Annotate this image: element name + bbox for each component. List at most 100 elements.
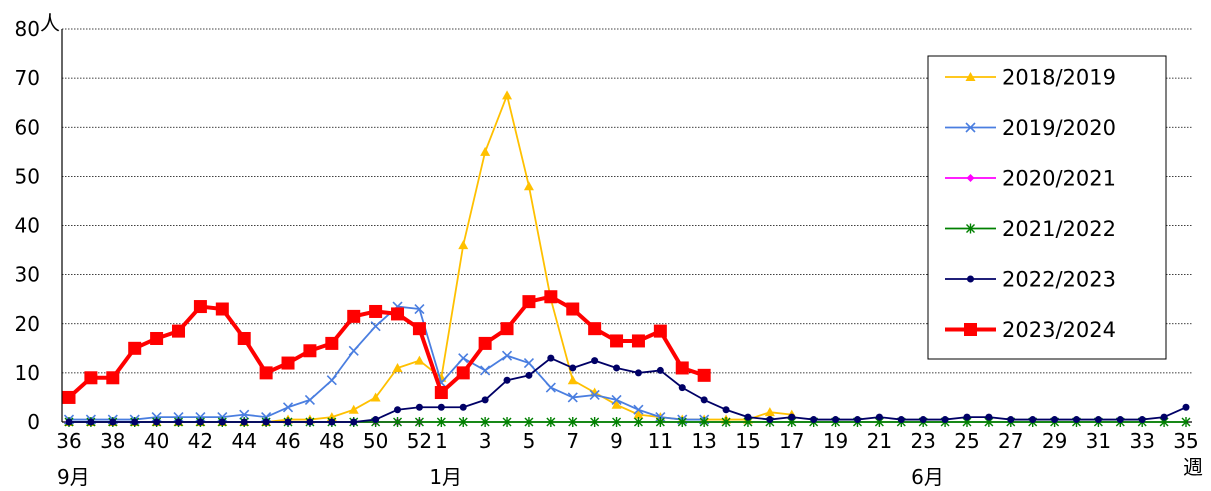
month-label: 6月	[911, 465, 944, 489]
legend: 2018/2019 2019/2020 2020/2021 2021/2022 2022…	[927, 55, 1167, 360]
marker-square	[150, 331, 164, 345]
marker-x	[480, 365, 491, 376]
marker-circle	[967, 275, 974, 283]
legend-entry: 2022/2023	[945, 268, 1116, 292]
marker-x	[611, 394, 622, 405]
x-tick-label: 35	[1173, 429, 1198, 453]
series-2019-2020	[63, 301, 710, 425]
marker-square	[610, 334, 624, 348]
marker-star	[1181, 417, 1191, 427]
marker-square	[544, 290, 558, 304]
marker-square	[193, 300, 207, 314]
series-layer	[62, 90, 1191, 427]
marker-square	[128, 341, 142, 355]
marker-circle	[415, 403, 423, 411]
marker-square	[303, 344, 317, 358]
marker-circle	[175, 418, 183, 426]
marker-triangle	[965, 72, 976, 81]
x-tick-label: 42	[188, 429, 213, 453]
marker-x-stroke	[589, 389, 600, 401]
marker-star	[633, 417, 643, 427]
marker-circle	[109, 418, 117, 426]
marker-x	[501, 350, 513, 361]
marker-star	[436, 417, 446, 427]
marker-circle	[810, 416, 818, 424]
marker-circle	[875, 413, 883, 421]
marker-x-stroke	[501, 350, 513, 361]
marker-circle	[569, 364, 577, 372]
marker-square	[675, 361, 689, 375]
marker-circle	[153, 418, 161, 426]
marker-circle	[788, 413, 796, 421]
marker-x	[326, 375, 337, 386]
series-line	[69, 305, 705, 421]
marker-square	[281, 356, 295, 370]
marker-x	[567, 392, 578, 403]
marker-star	[480, 417, 490, 427]
marker-circle	[437, 403, 445, 411]
marker-circle	[1138, 416, 1146, 424]
y-tick-label: 30	[15, 263, 40, 287]
marker-x-stroke	[567, 392, 578, 403]
marker-circle	[240, 418, 248, 426]
x-tick-label: 29	[1042, 429, 1067, 453]
legend-label: 2021/2022	[1002, 217, 1116, 241]
marker-circle	[634, 369, 642, 377]
x-tick-label: 27	[998, 429, 1023, 453]
marker-square	[566, 302, 580, 316]
y-tick-label: 50	[15, 164, 40, 188]
marker-triangle	[611, 399, 622, 409]
marker-x-stroke	[633, 404, 644, 415]
marker-circle	[306, 418, 314, 426]
marker-square	[259, 366, 273, 380]
y-tick-label: 0	[27, 410, 40, 434]
legend-label: 2023/2024	[1002, 318, 1116, 342]
marker-square	[84, 371, 98, 385]
marker-circle	[284, 418, 292, 426]
marker-x-stroke	[545, 382, 556, 393]
marker-square	[172, 324, 186, 338]
marker-circle	[525, 371, 533, 379]
marker-triangle	[633, 409, 644, 419]
marker-x	[304, 394, 315, 405]
x-tick-label: 25	[954, 429, 979, 453]
marker-circle	[65, 418, 73, 426]
x-tick-label: 31	[1086, 429, 1111, 453]
marker-square	[369, 304, 383, 318]
marker-square	[347, 309, 361, 323]
marker-square	[62, 390, 76, 404]
marker-x-stroke	[239, 409, 250, 420]
marker-circle	[1160, 413, 1168, 421]
y-tick-label: 70	[15, 66, 40, 90]
marker-triangle	[458, 240, 469, 250]
marker-triangle	[764, 407, 775, 417]
marker-square	[588, 322, 602, 336]
x-tick-label: 23	[910, 429, 935, 453]
marker-x	[414, 303, 425, 315]
marker-circle	[1051, 416, 1059, 424]
x-tick-label: 17	[779, 429, 804, 453]
marker-circle	[196, 418, 204, 426]
marker-star	[966, 223, 975, 234]
marker-circle	[372, 416, 380, 424]
legend-entry: 2018/2019	[945, 66, 1116, 90]
y-tick-label: 60	[15, 115, 40, 139]
marker-circle	[613, 364, 621, 372]
x-tick-label: 19	[823, 429, 848, 453]
gridlines	[62, 28, 1192, 374]
marker-star	[568, 417, 578, 427]
x-tick-label: 15	[735, 429, 760, 453]
legend-label: 2020/2021	[1002, 167, 1116, 191]
marker-circle	[766, 416, 774, 424]
marker-star	[590, 417, 600, 427]
legend-label: 2018/2019	[1002, 66, 1116, 90]
marker-star	[524, 417, 534, 427]
legend-entry: 2020/2021	[945, 167, 1116, 191]
marker-circle	[985, 413, 993, 421]
marker-circle	[941, 416, 949, 424]
marker-circle	[963, 413, 971, 421]
marker-circle	[700, 396, 708, 404]
marker-x-stroke	[523, 357, 535, 369]
